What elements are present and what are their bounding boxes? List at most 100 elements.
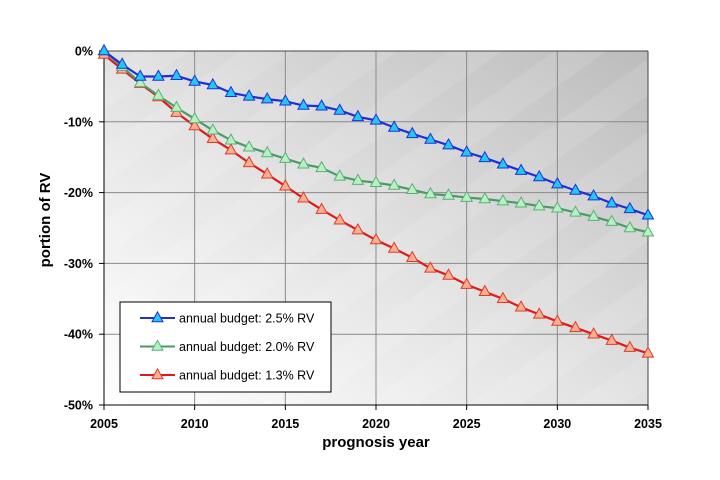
legend-entry: annual budget: 1.3% RV — [140, 367, 315, 383]
data-point-marker — [532, 198, 546, 211]
data-point-marker — [605, 196, 619, 208]
data-point-marker — [460, 277, 474, 289]
x-tick-label: 2035 — [634, 417, 662, 431]
y-tick-label: -10% — [64, 115, 93, 129]
series-2 — [97, 43, 655, 237]
data-point-marker — [188, 111, 202, 124]
data-point-marker — [605, 333, 619, 345]
y-axis-ticks: 0% -10% -20% -30% -40% -50% — [64, 45, 104, 413]
legend-label: annual budget: 2.0% RV — [179, 340, 315, 354]
data-point-marker — [297, 191, 310, 203]
data-point-marker — [260, 91, 274, 104]
legend-entry: annual budget: 2.0% RV — [140, 339, 315, 354]
data-point-marker — [152, 88, 165, 100]
data-point-marker — [442, 268, 455, 280]
data-point-marker — [133, 69, 147, 81]
data-point-marker — [315, 99, 328, 111]
series-1 — [97, 43, 655, 220]
data-point-marker — [188, 74, 202, 86]
data-point-marker — [206, 77, 220, 90]
data-point-marker — [333, 169, 347, 181]
data-point-marker — [224, 85, 238, 98]
data-point-marker — [496, 157, 510, 169]
data-point-marker — [478, 191, 492, 204]
data-point-marker — [333, 103, 347, 115]
data-point-marker — [224, 133, 238, 145]
data-point-marker — [97, 43, 111, 56]
data-point-marker — [405, 126, 419, 139]
data-point-marker — [569, 205, 582, 217]
data-point-marker — [623, 201, 637, 214]
legend-label: annual budget: 1.3% RV — [179, 369, 315, 383]
data-point-marker — [641, 346, 655, 358]
y-tick-label: -20% — [64, 186, 93, 200]
data-point-marker — [460, 190, 474, 202]
data-point-marker — [242, 155, 256, 168]
data-point-marker — [351, 173, 365, 185]
data-point-marker — [297, 98, 310, 110]
data-point-marker — [424, 261, 437, 273]
data-point-marker — [478, 284, 492, 296]
legend-entries: annual budget: 2.5% RV annual budget: 2.0… — [140, 310, 315, 383]
data-point-marker — [569, 320, 582, 333]
data-point-marker — [152, 69, 165, 81]
data-point-marker — [369, 175, 383, 187]
data-point-marker — [442, 137, 455, 150]
data-point-marker — [623, 340, 637, 352]
data-point-marker — [478, 150, 492, 163]
data-point-marker — [569, 183, 582, 195]
data-point-marker — [224, 142, 238, 155]
data-point-marker — [550, 176, 564, 189]
data-point-marker — [170, 100, 183, 112]
series-layer — [97, 43, 655, 358]
data-point-marker — [278, 151, 292, 163]
legend-entry: annual budget: 2.5% RV — [140, 310, 315, 326]
legend: annual budget: 2.5% RV annual budget: 2.0… — [119, 301, 332, 393]
data-point-marker — [587, 327, 600, 339]
data-point-marker — [550, 201, 564, 213]
data-point-marker — [532, 169, 546, 182]
data-point-marker — [405, 182, 419, 195]
x-tick-label: 2005 — [90, 417, 118, 431]
data-point-marker — [460, 145, 474, 157]
data-point-marker — [424, 132, 437, 144]
data-point-marker — [260, 167, 274, 179]
y-tick-label: 0% — [75, 45, 93, 59]
legend-label: annual budget: 2.5% RV — [179, 312, 315, 326]
x-tick-label: 2030 — [543, 417, 571, 431]
data-point-marker — [206, 131, 220, 144]
data-point-marker — [170, 68, 183, 81]
data-point-marker — [351, 222, 365, 235]
data-point-marker — [442, 188, 455, 200]
data-point-marker — [387, 120, 401, 132]
data-point-marker — [260, 145, 274, 158]
data-point-marker — [424, 186, 437, 199]
data-point-marker — [387, 178, 401, 190]
data-point-marker — [405, 250, 419, 262]
x-tick-label: 2015 — [271, 417, 299, 431]
data-point-marker — [587, 188, 600, 201]
data-point-marker — [587, 209, 600, 221]
data-point-marker — [297, 157, 310, 169]
data-point-marker — [387, 241, 401, 253]
data-point-marker — [369, 113, 383, 125]
x-tick-label: 2020 — [362, 417, 390, 431]
data-point-marker — [242, 89, 256, 101]
data-point-marker — [514, 300, 528, 312]
y-tick-label: -40% — [64, 328, 93, 342]
legend-marker — [151, 339, 164, 351]
legend-marker — [151, 310, 164, 323]
data-point-marker — [514, 163, 528, 175]
data-point-marker — [641, 225, 655, 237]
y-axis-title: portion of RV — [37, 173, 54, 268]
data-point-marker — [369, 232, 383, 245]
data-point-marker — [532, 307, 546, 319]
data-point-marker — [188, 118, 202, 131]
data-point-marker — [623, 220, 637, 233]
data-point-marker — [514, 196, 528, 208]
data-point-marker — [133, 75, 147, 88]
data-point-marker — [605, 214, 619, 226]
data-point-marker — [496, 291, 510, 304]
data-point-marker — [115, 57, 129, 69]
